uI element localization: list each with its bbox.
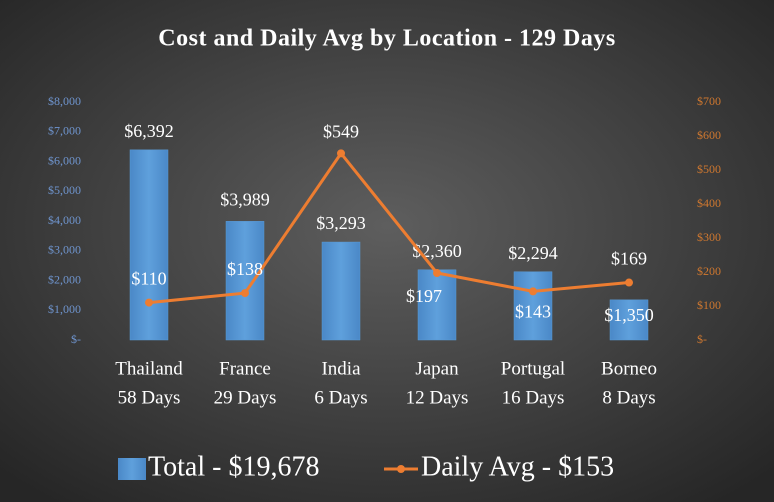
y-tick-label: $- <box>71 332 81 346</box>
bar-value-label: $2,294 <box>508 243 558 263</box>
y-tick-label: $1,000 <box>48 302 81 316</box>
x-tick-label: 8 Days <box>602 387 655 408</box>
x-tick-label: Japan <box>415 358 459 379</box>
legend-label: Total - $19,678 <box>148 451 319 482</box>
x-tick-label: India <box>321 358 361 379</box>
line-marker <box>529 287 537 296</box>
bar-value-label: $1,350 <box>604 305 654 325</box>
bar-value-label: $6,392 <box>124 121 174 141</box>
y2-tick-label: $100 <box>697 298 721 312</box>
x-tick-label: Portugal <box>501 358 565 379</box>
y-tick-label: $3,000 <box>48 243 81 257</box>
legend-label: Daily Avg - $153 <box>421 451 614 482</box>
y2-tick-label: $- <box>697 332 707 346</box>
chart-title: Cost and Daily Avg by Location - 129 Day… <box>158 26 615 52</box>
line-marker <box>241 289 249 298</box>
x-tick-label: 12 Days <box>406 387 469 408</box>
bar <box>321 241 361 341</box>
line-value-label: $143 <box>515 302 551 322</box>
line-value-label: $549 <box>323 121 359 141</box>
y-tick-label: $8,000 <box>48 94 81 108</box>
bar-value-label: $3,989 <box>220 189 270 209</box>
y2-tick-label: $600 <box>697 128 721 142</box>
bar <box>609 299 649 341</box>
y2-tick-label: $300 <box>697 230 721 244</box>
line-value-label: $169 <box>611 249 647 269</box>
x-tick-label: France <box>219 358 271 379</box>
line-value-label: $110 <box>131 269 166 289</box>
x-tick-label: 6 Days <box>314 387 367 408</box>
line-marker <box>625 278 633 287</box>
legend-swatch <box>118 458 146 480</box>
line-marker <box>337 149 345 158</box>
line-marker <box>433 269 441 278</box>
x-tick-label: 16 Days <box>502 387 565 408</box>
x-tick-label: Thailand <box>115 358 183 379</box>
y2-tick-label: $200 <box>697 264 721 278</box>
bar-value-label: $3,293 <box>316 213 366 233</box>
x-tick-label: 29 Days <box>214 387 277 408</box>
legend-swatch <box>397 465 405 473</box>
line-value-label: $197 <box>406 286 442 306</box>
bar <box>417 269 457 341</box>
y-tick-label: $6,000 <box>48 153 81 167</box>
x-tick-label: Borneo <box>601 358 657 379</box>
y-tick-label: $4,000 <box>48 213 81 227</box>
y-tick-label: $2,000 <box>48 272 81 286</box>
bar <box>225 221 265 341</box>
y2-tick-label: $700 <box>697 94 721 108</box>
bar <box>129 149 169 341</box>
y2-tick-label: $500 <box>697 162 721 176</box>
y2-tick-label: $400 <box>697 196 721 210</box>
line-marker <box>145 298 153 307</box>
x-tick-label: 58 Days <box>118 387 181 408</box>
line <box>148 150 630 305</box>
y-tick-label: $5,000 <box>48 183 81 197</box>
y-tick-label: $7,000 <box>48 124 81 138</box>
bar <box>513 271 553 341</box>
line-value-label: $138 <box>227 259 263 279</box>
